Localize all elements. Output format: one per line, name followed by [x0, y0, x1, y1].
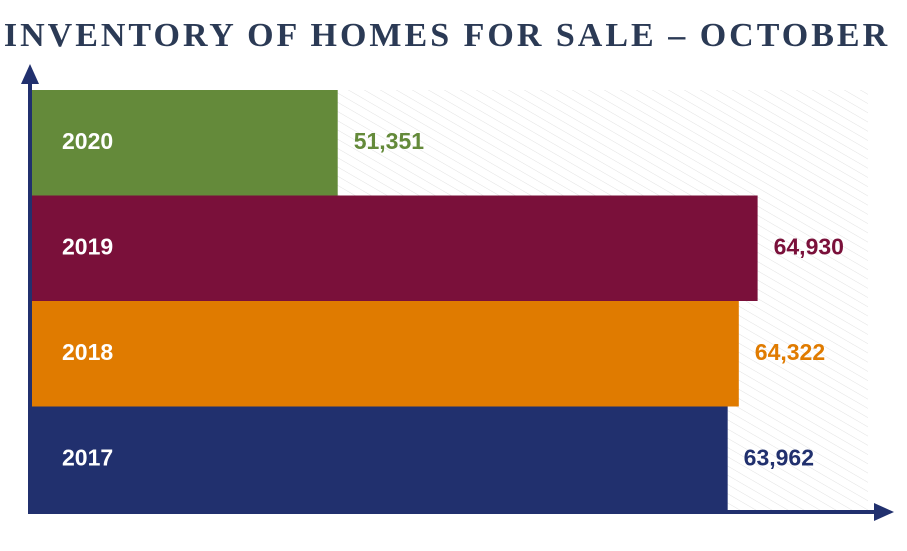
bar: [30, 406, 728, 512]
bar: [30, 90, 338, 196]
y-axis-arrow: [21, 64, 39, 84]
category-label: 2019: [62, 233, 113, 259]
value-label: 51,351: [354, 128, 425, 154]
category-label: 2020: [62, 128, 113, 154]
bar: [30, 195, 758, 301]
x-axis-arrow: [874, 503, 894, 521]
category-label: 2017: [62, 444, 113, 470]
bar: [30, 301, 739, 407]
value-label: 64,322: [755, 339, 825, 365]
value-label: 64,930: [774, 233, 844, 259]
value-label: 63,962: [744, 444, 814, 470]
category-label: 2018: [62, 339, 113, 365]
rows: 2020 51,351 2019 64,930 2018 64,322 2017 63,962: [30, 90, 844, 512]
chart-title: INVENTORY OF HOMES FOR SALE – OCTOBER: [4, 17, 890, 54]
